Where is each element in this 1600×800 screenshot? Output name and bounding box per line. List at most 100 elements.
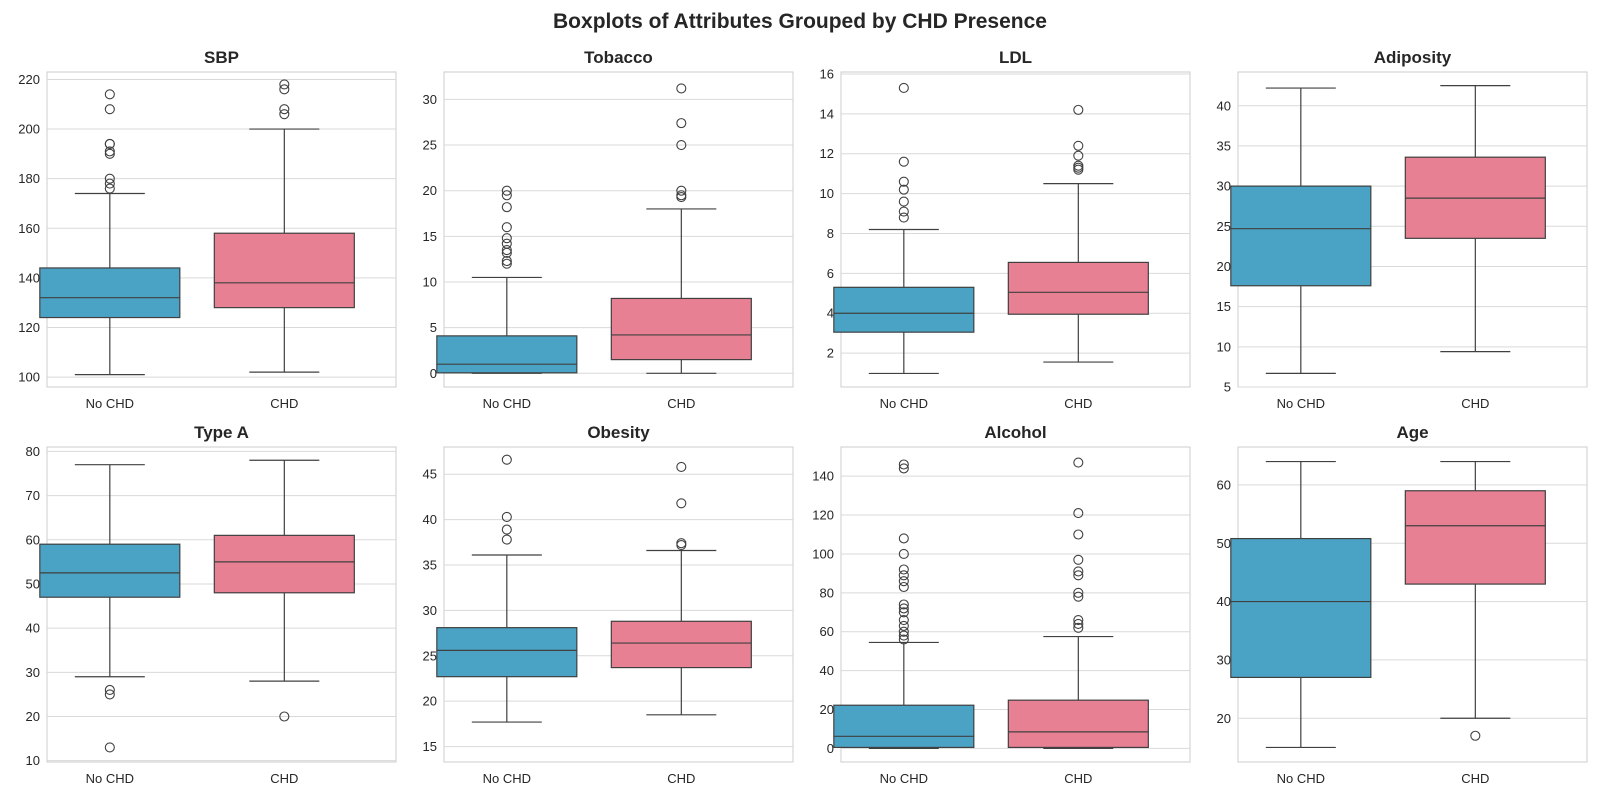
iqr-box (39, 543, 181, 598)
y-tick-label: 20 (1217, 711, 1231, 726)
box-chd (1404, 460, 1546, 741)
iqr-box (213, 534, 355, 594)
x-tick-label: No CHD (880, 771, 928, 786)
outlier-point (279, 109, 290, 120)
box-chd (610, 83, 752, 374)
y-tick-label: 25 (1217, 219, 1231, 234)
x-tick-label: No CHD (1277, 396, 1325, 411)
plot-area-type-a (46, 446, 397, 763)
box-no-chd (436, 454, 578, 723)
y-tick-label: 16 (820, 66, 834, 81)
outlier-point (501, 222, 512, 233)
outlier-point (898, 459, 909, 470)
y-tick-label: 15 (423, 739, 437, 754)
outlier-point (1470, 730, 1481, 741)
outlier-point (898, 607, 909, 618)
outlier-point (1073, 508, 1084, 519)
outlier-point (501, 233, 512, 244)
outlier-point (898, 176, 909, 187)
outlier-point (104, 684, 115, 696)
panel-tobacco: 0 5 10 15 20 25 30 Tobacco No CHD CHD (423, 48, 794, 411)
outlier-point (1073, 587, 1084, 598)
y-tick-label: 40 (1217, 594, 1231, 609)
y-tick-label: 60 (26, 532, 40, 547)
y-tick-label: 40 (820, 663, 834, 678)
y-tick-label: 15 (1217, 299, 1231, 314)
panel-age: 20 30 40 50 60 Age No CHD CHD (1217, 423, 1588, 786)
outlier-point (676, 118, 687, 129)
y-tick-label: 20 (820, 702, 834, 717)
outlier-point (501, 258, 512, 269)
iqr-box (833, 286, 975, 333)
outlier-point (898, 196, 909, 207)
outlier-point (898, 533, 909, 544)
outlier-point (1073, 618, 1084, 629)
outlier-point (898, 599, 909, 610)
y-tick-label: 30 (423, 92, 437, 107)
outlier-point (501, 238, 512, 249)
outlier-point (676, 461, 687, 473)
outlier-point (898, 564, 909, 575)
outlier-point (898, 603, 909, 614)
box-no-chd (436, 185, 578, 374)
box-chd (610, 461, 752, 716)
outlier-point (1073, 529, 1084, 540)
y-tick-label: 60 (820, 624, 834, 639)
outlier-point (501, 185, 512, 196)
panel-title: Alcohol (984, 423, 1046, 442)
iqr-box (436, 627, 578, 678)
outlier-point (279, 711, 290, 722)
panel-title: Tobacco (584, 48, 653, 67)
y-tick-label: 10 (1217, 339, 1231, 354)
panel-alcohol: 0 20 40 60 80 100 120 140 Alcohol No CHD CHD (812, 423, 1191, 786)
outlier-point (1073, 566, 1084, 577)
outlier-point (104, 742, 115, 753)
outlier-point (501, 511, 512, 522)
plot-area-obesity (443, 446, 794, 763)
outlier-point (898, 630, 909, 641)
y-tick-label: 120 (812, 508, 834, 523)
outlier-point (501, 524, 512, 535)
outlier-point (676, 139, 687, 151)
x-tick-label: No CHD (483, 396, 531, 411)
outlier-point (898, 156, 909, 167)
panel-title: Adiposity (1374, 48, 1452, 67)
y-tick-label: 40 (1217, 98, 1231, 113)
box-no-chd (1230, 460, 1372, 749)
iqr-box (1007, 699, 1149, 749)
outlier-point (1073, 140, 1084, 151)
panel-title: Obesity (587, 423, 650, 442)
box-no-chd (39, 89, 181, 376)
outlier-point (501, 534, 512, 545)
y-tick-label: 120 (18, 320, 40, 335)
outlier-point (676, 83, 687, 94)
x-tick-label: CHD (1461, 771, 1489, 786)
outlier-point (676, 538, 687, 549)
outlier-point (898, 548, 909, 559)
outlier-point (1073, 554, 1084, 565)
y-tick-label: 100 (18, 370, 40, 385)
outlier-point (898, 620, 909, 631)
box-chd (213, 79, 355, 373)
y-tick-label: 30 (26, 665, 40, 680)
outlier-point (898, 634, 909, 645)
outlier-point (104, 104, 115, 115)
y-tick-label: 35 (423, 558, 437, 573)
panel-title: LDL (999, 48, 1032, 67)
y-tick-label: 14 (820, 106, 834, 121)
y-tick-label: 80 (820, 585, 834, 600)
box-chd (1007, 104, 1149, 363)
iqr-box (39, 267, 181, 319)
y-tick-label: 45 (423, 467, 437, 482)
outlier-point (104, 138, 115, 149)
figure-title: Boxplots of Attributes Grouped by CHD Pr… (553, 10, 1047, 33)
y-tick-label: 50 (1217, 536, 1231, 551)
iqr-box (213, 232, 355, 309)
outlier-point (501, 454, 512, 465)
outlier-point (898, 581, 909, 593)
outlier-point (501, 190, 512, 201)
outlier-point (898, 463, 909, 474)
y-tick-label: 2 (827, 346, 834, 361)
y-tick-label: 200 (18, 122, 40, 137)
